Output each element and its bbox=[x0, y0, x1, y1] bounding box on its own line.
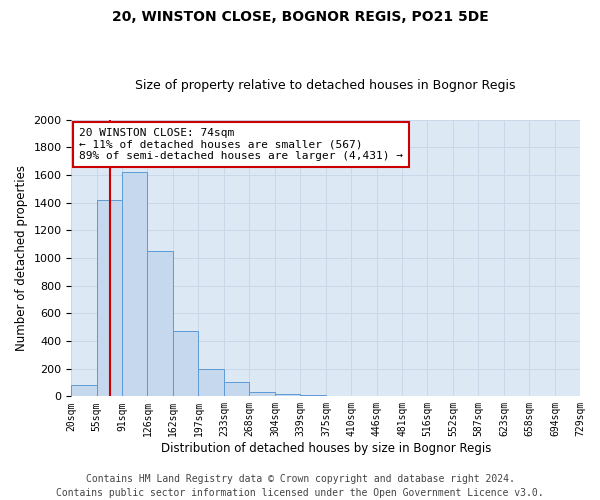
Text: 20 WINSTON CLOSE: 74sqm
← 11% of detached houses are smaller (567)
89% of semi-d: 20 WINSTON CLOSE: 74sqm ← 11% of detache… bbox=[79, 128, 403, 161]
Bar bbox=[275, 394, 300, 396]
Bar bbox=[97, 200, 122, 396]
Y-axis label: Number of detached properties: Number of detached properties bbox=[15, 165, 28, 351]
Bar bbox=[122, 172, 148, 396]
Bar bbox=[199, 368, 224, 396]
Title: Size of property relative to detached houses in Bognor Regis: Size of property relative to detached ho… bbox=[136, 79, 516, 92]
Bar bbox=[71, 386, 97, 396]
Bar bbox=[300, 395, 326, 396]
Text: Contains HM Land Registry data © Crown copyright and database right 2024.
Contai: Contains HM Land Registry data © Crown c… bbox=[56, 474, 544, 498]
Bar bbox=[250, 392, 275, 396]
Bar bbox=[224, 382, 250, 396]
Bar bbox=[148, 251, 173, 396]
Bar bbox=[173, 332, 199, 396]
Text: 20, WINSTON CLOSE, BOGNOR REGIS, PO21 5DE: 20, WINSTON CLOSE, BOGNOR REGIS, PO21 5D… bbox=[112, 10, 488, 24]
X-axis label: Distribution of detached houses by size in Bognor Regis: Distribution of detached houses by size … bbox=[161, 442, 491, 455]
